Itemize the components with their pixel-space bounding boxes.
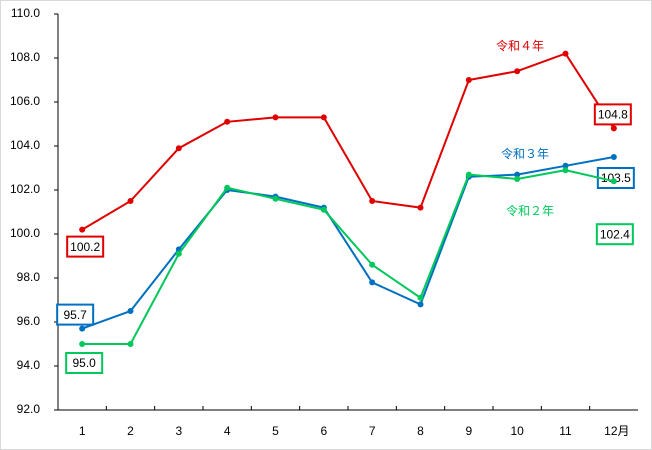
- value-label: 95.7: [63, 308, 87, 322]
- data-point: [417, 204, 424, 211]
- data-point: [514, 171, 521, 178]
- data-point: [610, 125, 617, 132]
- value-label: 95.0: [72, 356, 96, 370]
- data-point: [514, 68, 521, 75]
- value-label: 102.4: [600, 227, 630, 241]
- value-label: 104.8: [598, 108, 628, 122]
- data-point: [562, 50, 569, 57]
- data-point: [465, 77, 472, 83]
- data-point: [610, 178, 617, 185]
- y-tick-label: 108.0: [10, 50, 40, 64]
- y-tick-label: 92.0: [17, 402, 41, 416]
- x-tick-label: 3: [175, 424, 182, 438]
- data-point: [320, 114, 327, 121]
- data-point: [369, 261, 376, 268]
- series-line: [81, 52, 615, 231]
- y-tick-label: 106.0: [10, 94, 40, 108]
- data-point: [320, 206, 327, 213]
- data-point: [610, 154, 617, 160]
- y-tick-label: 110.0: [11, 6, 40, 20]
- data-point: [465, 171, 472, 178]
- value-label: 103.5: [601, 171, 631, 185]
- x-tick-label: 11: [559, 424, 572, 438]
- x-tick-label: 5: [272, 424, 279, 438]
- y-tick-label: 94.0: [17, 358, 41, 372]
- y-tick-label: 98.0: [17, 270, 41, 284]
- series-line: [82, 169, 615, 345]
- data-point: [127, 308, 134, 314]
- data-point: [369, 198, 376, 204]
- x-tick-label: 1: [79, 424, 86, 438]
- series-name: 令和４年: [496, 38, 544, 53]
- y-tick-label: 102.0: [10, 182, 40, 196]
- data-point: [562, 162, 569, 169]
- series-name: 令和２年: [506, 203, 554, 218]
- data-point: [417, 294, 424, 301]
- x-tick-label: 6: [320, 424, 327, 438]
- data-point: [272, 195, 279, 202]
- series-name: 令和３年: [501, 146, 549, 161]
- value-label-box: [66, 235, 105, 258]
- series-line: [81, 156, 615, 330]
- value-label-box: [65, 352, 104, 374]
- x-tick-label: 4: [224, 424, 231, 438]
- value-label-box: [56, 303, 95, 326]
- value-label: 100.2: [70, 240, 100, 254]
- x-tick-label: 2: [127, 424, 134, 438]
- data-point: [369, 279, 376, 286]
- data-point: [175, 250, 182, 257]
- data-point: [127, 341, 134, 347]
- data-point: [127, 198, 134, 204]
- y-tick-label: 104.0: [10, 138, 40, 152]
- value-label-box: [595, 223, 634, 246]
- y-tick-label: 96.0: [17, 314, 41, 328]
- x-tick-label: 12月: [604, 424, 629, 438]
- data-point: [562, 167, 569, 174]
- data-point: [224, 184, 231, 191]
- x-tick-label: 9: [465, 424, 472, 438]
- data-point: [175, 145, 182, 152]
- data-point: [272, 114, 279, 121]
- value-label-box: [593, 103, 632, 126]
- data-point: [224, 118, 231, 125]
- x-tick-label: 7: [369, 424, 376, 438]
- data-point: [79, 226, 86, 233]
- data-point: [417, 301, 424, 308]
- x-tick-label: 8: [417, 424, 424, 438]
- data-point: [79, 341, 86, 347]
- data-point: [514, 176, 521, 182]
- x-tick-label: 10: [510, 424, 524, 438]
- data-point: [79, 325, 86, 332]
- y-tick-label: 100.0: [10, 226, 40, 240]
